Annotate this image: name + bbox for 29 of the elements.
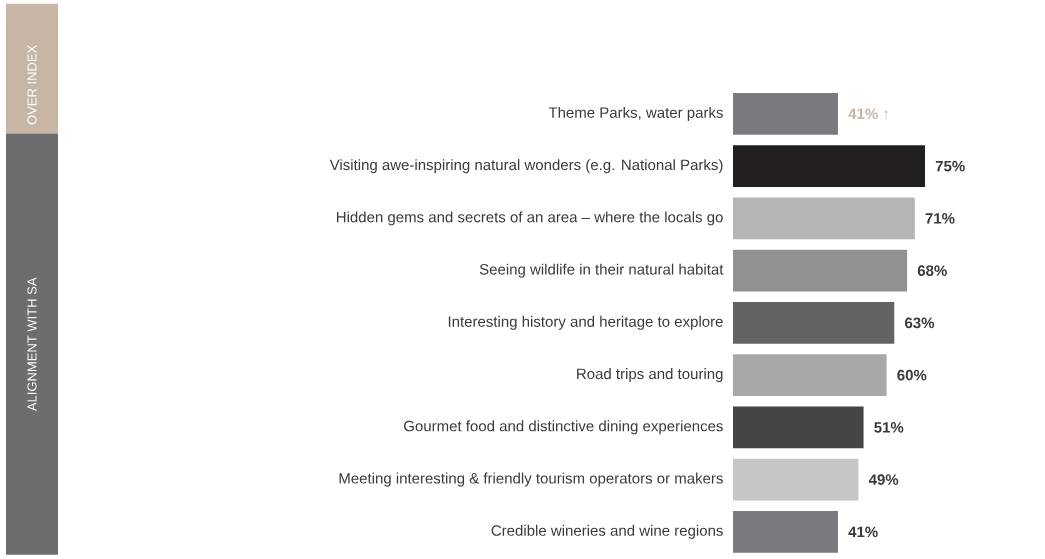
bar	[733, 301, 895, 344]
bar	[733, 458, 859, 501]
y-tick-label: Visiting awe-inspiring natural wonders (e.g. National Parks)	[329, 159, 723, 174]
data-label: 63%	[905, 317, 935, 329]
data-label: 60%	[897, 369, 927, 381]
y-tick-label: Gourmet food and distinctive dining experiences	[404, 420, 723, 435]
data-label: 68%	[917, 265, 947, 276]
y-tick-label: Road trips and touring	[577, 368, 723, 383]
data-label: 71%	[925, 213, 955, 224]
data-label: 49%	[868, 474, 899, 485]
bar	[733, 354, 887, 397]
bar	[733, 197, 915, 240]
data-label: 75%	[935, 160, 965, 172]
bar	[733, 249, 908, 292]
data-label: 51%	[874, 422, 904, 433]
bar	[733, 510, 838, 553]
text: ALIGNMENT WITH SA	[27, 277, 37, 412]
y-tick-label: Interesting history and heritage to explore	[448, 315, 723, 330]
y-tick-label: Theme Parks, water parks	[548, 106, 723, 121]
text: OVER INDEX	[27, 45, 37, 125]
y-tick-label: Seeing wildlife in their natural habitat	[479, 263, 724, 278]
y-tick-label: Credible wineries and wine regions	[491, 524, 723, 539]
y-tick-label: Meeting interesting & friendly tourism operators or makers	[339, 472, 723, 487]
bar	[733, 93, 838, 135]
data-label: 41% ↑	[848, 108, 888, 120]
y-tick-label: Hidden gems and secrets of an area – where the locals go	[336, 211, 723, 226]
bar	[733, 406, 864, 449]
data-label: 41%	[848, 526, 878, 538]
bar	[733, 145, 925, 188]
